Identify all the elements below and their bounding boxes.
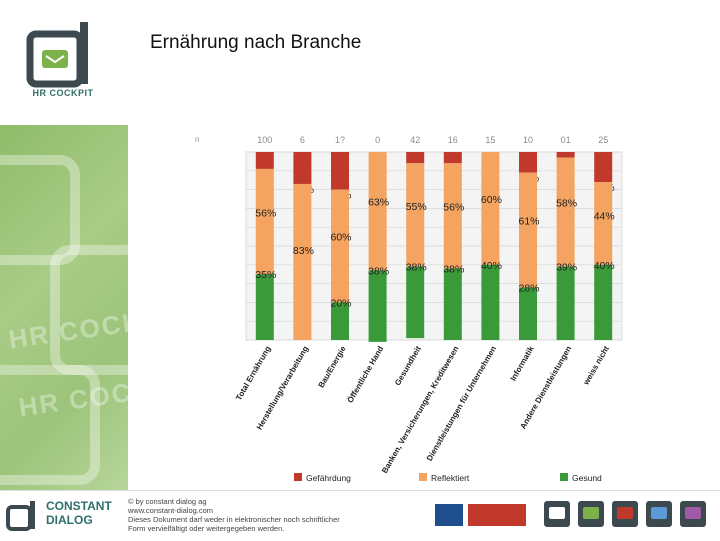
n-count-label: 42 (410, 135, 420, 145)
n-header-label: n (195, 135, 199, 144)
n-count-label: 1? (335, 135, 345, 145)
legend-swatch (419, 473, 427, 481)
bar-segment (293, 183, 312, 340)
data-label: 60% (330, 231, 351, 243)
data-label: 58% (556, 198, 577, 210)
notice-line: Form vervielfältigt oder weitergegeben w… (128, 524, 285, 533)
product-icon (612, 501, 638, 527)
data-label: 55% (406, 201, 427, 213)
data-label: 63% (368, 196, 389, 208)
data-label: 38% (368, 265, 389, 277)
bar-segment (368, 270, 387, 342)
category-label: weiss nicht (581, 344, 611, 387)
legend-swatch (560, 473, 568, 481)
n-count-label: 0 (375, 135, 380, 145)
bar-segment (556, 157, 575, 267)
product-icon (544, 501, 570, 527)
bar-segment (519, 287, 537, 340)
logo-text: HR COCKPIT (32, 88, 94, 98)
n-count-label: 25 (598, 135, 608, 145)
partner-logo (435, 504, 463, 526)
bar-segment (255, 274, 274, 340)
bar-segment (406, 152, 425, 164)
decor-shape (0, 155, 80, 265)
category-label: Gesundheit (393, 344, 423, 387)
bar-segment (293, 152, 312, 184)
website-link[interactable]: www.constant-dialog.com (128, 506, 214, 515)
bar-segment (519, 152, 537, 173)
footer: CONSTANT DIALOG © by constant dialog ag … (0, 490, 720, 541)
data-label: 56% (443, 202, 464, 214)
data-label: 40% (594, 260, 615, 272)
bar-segment (481, 152, 500, 265)
n-count-label: 10 (523, 135, 533, 145)
legend-label: Gefährdung (306, 473, 351, 483)
bar-segment (255, 152, 274, 169)
decor-shape (0, 365, 100, 485)
n-count-label: 01 (561, 135, 571, 145)
data-label: 56% (255, 207, 276, 219)
data-label: 60% (481, 194, 502, 206)
product-icon (578, 501, 604, 527)
category-label: Bau/Energie (317, 344, 348, 389)
product-icon (680, 501, 706, 527)
n-count-label: 15 (485, 135, 495, 145)
data-label: 39% (556, 262, 577, 274)
bar-segment (443, 268, 462, 340)
category-label: Informatik (509, 344, 536, 382)
category-label: Total Ernährung (234, 344, 272, 402)
n-count-label: 6 (300, 135, 305, 145)
notice-line: Dieses Dokument darf weder in elektronis… (128, 515, 340, 524)
category-label: Dienstleistungen für Unternehmen (425, 344, 498, 462)
bar-segment (594, 152, 613, 183)
brand-name: CONSTANT DIALOG (46, 499, 112, 527)
data-label: 28% (518, 282, 539, 294)
data-label: 20% (330, 297, 351, 309)
legend-swatch (294, 473, 302, 481)
data-label: 83% (293, 245, 314, 257)
bar-segment (443, 152, 462, 164)
bar-segment (443, 163, 462, 269)
bar-segment (594, 264, 613, 340)
data-label: 35% (255, 269, 276, 281)
bar-segment (331, 152, 349, 190)
bar-segment (519, 172, 537, 288)
bar-segment (556, 152, 575, 158)
copyright: © by constant dialog ag (128, 497, 207, 506)
bar-segment (406, 163, 425, 267)
data-label: 44% (594, 210, 615, 222)
constant-dialog-logo (6, 501, 35, 531)
copyright-block: © by constant dialog ag www.constant-dia… (128, 497, 340, 533)
legend-label: Gesund (572, 473, 602, 483)
category-label: Öffentliche Hand (346, 344, 386, 404)
stacked-bar-chart: n1009%56%35%Total Ernährung617%83%Herste… (195, 135, 623, 483)
left-sidebar: HR COCKPIT (0, 0, 180, 490)
bar-segment (406, 266, 425, 339)
category-label: Banken, Versicherungen, Kreditwesen (380, 344, 461, 475)
decor-shape (50, 245, 180, 375)
bar-segment (481, 264, 500, 340)
data-label: 40% (481, 260, 502, 272)
bar-segment (594, 182, 613, 265)
legend-label: Reflektiert (431, 473, 470, 483)
bar-segment (255, 168, 274, 275)
data-label: 38% (443, 264, 464, 276)
bar-segment (331, 302, 349, 340)
sidebar-pattern (0, 125, 180, 490)
hr-cockpit-logo (26, 22, 88, 88)
partner-logo (468, 504, 526, 526)
product-icon (646, 501, 672, 527)
brand-line: CONSTANT (46, 499, 112, 513)
brand-line: DIALOG (46, 513, 93, 527)
data-label: 61% (518, 215, 539, 227)
n-count-label: 100 (257, 135, 272, 145)
page-title: Ernährung nach Branche (150, 32, 362, 53)
n-count-label: 16 (448, 135, 458, 145)
bar-segment (331, 189, 349, 303)
data-label: 38% (406, 262, 427, 274)
bar-segment (556, 266, 575, 340)
bar-segment (368, 152, 387, 271)
